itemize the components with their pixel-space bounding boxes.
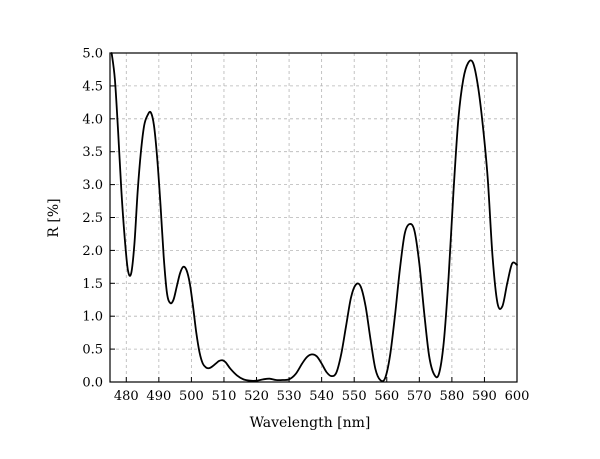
y-tick-label: 2.5 [82,211,103,226]
x-axis-title: Wavelength [nm] [250,415,371,431]
x-tick-label: 580 [439,389,464,404]
y-tick-label: 4.0 [82,112,103,127]
x-tick-label: 530 [277,389,302,404]
x-tick-label: 550 [342,389,367,404]
y-tick-label: 2.0 [82,244,103,259]
plot-frame [109,52,518,383]
y-tick-label: 3.5 [82,145,103,160]
x-tick-label: 510 [212,389,237,404]
y-axis-title: R [%] [46,198,62,237]
x-tick-label: 570 [407,389,432,404]
y-tick-label: 1.5 [82,277,103,292]
y-tick-label: 4.5 [82,79,103,94]
y-tick-label: 0.5 [82,343,103,358]
y-tick-label: 1.0 [82,310,103,325]
x-tick-label: 500 [179,389,204,404]
x-tick-label: 600 [505,389,530,404]
grid [110,53,517,382]
x-tick-label: 520 [244,389,269,404]
x-tick-label: 540 [309,389,334,404]
x-tick-label: 480 [114,389,139,404]
y-tick-label: 0.0 [82,376,103,391]
y-tick-label: 5.0 [82,47,103,62]
x-tick-label: 590 [472,389,497,404]
x-tick-label: 490 [146,389,171,404]
x-tick-labels: 480 490 500 510 520 530 540 550 560 570 580 590 600 [114,389,530,404]
y-tick-labels: 0.0 0.5 1.0 1.5 2.0 2.5 3.0 3.5 4.0 4.5 5.0 [82,47,103,391]
x-tick-label: 560 [374,389,399,404]
reflectance-line [110,52,518,383]
y-tick-label: 3.0 [82,178,103,193]
